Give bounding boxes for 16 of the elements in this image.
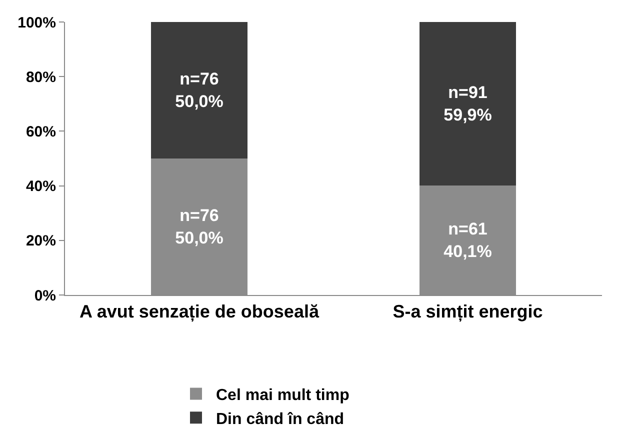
- data-label: n=91 59,9%: [444, 83, 492, 124]
- x-tick-label: A avut senzație de oboseală: [80, 302, 320, 323]
- bar: [419, 22, 516, 186]
- bar: [150, 22, 248, 158]
- data-label: n=76 50,0%: [175, 70, 224, 111]
- y-tick-label: 100%: [18, 14, 56, 32]
- legend-label: Cel mai mult timp: [216, 387, 350, 404]
- legend-label: Din când în când: [216, 410, 344, 428]
- y-tick-label: 80%: [26, 68, 56, 86]
- y-tick-label: 0%: [34, 287, 56, 304]
- x-tick-label: S-a simțit energic: [392, 302, 543, 323]
- y-tick-label: 40%: [26, 178, 56, 196]
- data-label: n=61 40,1%: [444, 220, 492, 261]
- y-tick-label: 60%: [26, 123, 56, 140]
- data-label: n=76 50,0%: [175, 206, 224, 248]
- y-tick-label: 20%: [26, 232, 56, 250]
